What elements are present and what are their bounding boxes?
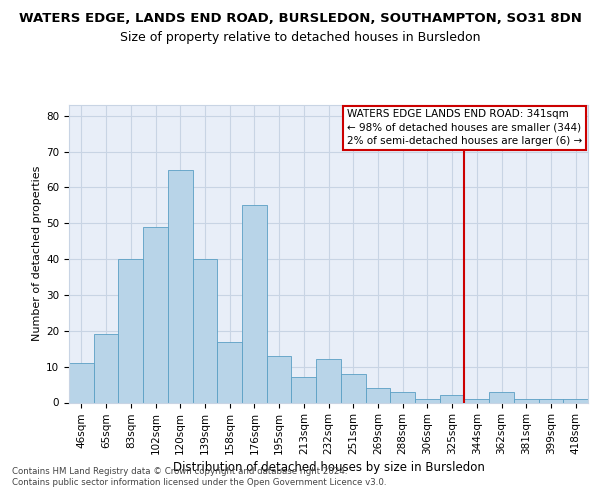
Bar (118, 259, 143, 402)
Y-axis label: Number of detached properties: Number of detached properties (32, 166, 42, 342)
Text: WATERS EDGE, LANDS END ROAD, BURSLEDON, SOUTHAMPTON, SO31 8DN: WATERS EDGE, LANDS END ROAD, BURSLEDON, … (19, 12, 581, 26)
Bar (365, 388, 390, 402)
Text: Contains HM Land Registry data © Crown copyright and database right 2024.
Contai: Contains HM Land Registry data © Crown c… (12, 468, 386, 487)
Bar (242, 206, 267, 402)
X-axis label: Distribution of detached houses by size in Bursledon: Distribution of detached houses by size … (173, 462, 484, 474)
Bar (292, 378, 316, 402)
Bar (94, 334, 118, 402)
Bar (193, 259, 217, 402)
Bar (267, 356, 292, 403)
Bar (464, 399, 489, 402)
Bar (217, 342, 242, 402)
Bar (390, 392, 415, 402)
Bar (316, 360, 341, 403)
Bar (341, 374, 365, 402)
Bar (514, 399, 539, 402)
Bar (415, 399, 440, 402)
Bar (563, 399, 588, 402)
Bar (143, 227, 168, 402)
Bar (168, 170, 193, 402)
Bar (69, 363, 94, 403)
Bar (539, 399, 563, 402)
Bar (489, 392, 514, 402)
Bar (440, 396, 464, 402)
Text: Size of property relative to detached houses in Bursledon: Size of property relative to detached ho… (120, 31, 480, 44)
Text: WATERS EDGE LANDS END ROAD: 341sqm
← 98% of detached houses are smaller (344)
2%: WATERS EDGE LANDS END ROAD: 341sqm ← 98%… (347, 110, 582, 146)
